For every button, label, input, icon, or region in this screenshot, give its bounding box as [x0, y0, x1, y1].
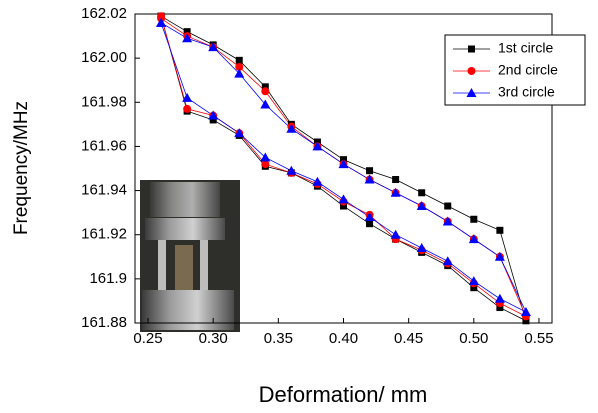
x-tick-label: 0.40 — [329, 330, 358, 347]
data-point — [183, 104, 192, 113]
data-point — [470, 215, 478, 223]
data-point — [260, 152, 271, 162]
legend-label: 3rd circle — [498, 84, 555, 100]
data-point — [312, 141, 323, 151]
x-tick-label: 0.25 — [133, 330, 162, 347]
data-point — [390, 187, 401, 197]
y-tick-label: 162.02 — [81, 5, 127, 22]
data-point — [235, 56, 243, 64]
data-point — [468, 234, 479, 244]
data-point — [156, 17, 167, 27]
data-point — [366, 220, 374, 228]
legend-marker — [468, 45, 475, 53]
y-tick-label: 161.9 — [89, 270, 127, 287]
x-tick-label: 0.30 — [199, 330, 228, 347]
data-point — [235, 62, 244, 71]
y-axis-title: Frequency/MHz — [11, 101, 32, 235]
data-point — [261, 83, 269, 91]
y-tick-label: 161.96 — [81, 137, 127, 154]
y-tick-label: 161.94 — [81, 182, 127, 199]
data-point — [364, 174, 375, 184]
data-point — [234, 128, 245, 138]
data-point — [470, 284, 478, 292]
data-point — [183, 28, 191, 36]
y-tick-label: 162.00 — [81, 49, 127, 66]
data-point — [442, 216, 453, 226]
y-tick-label: 161.92 — [81, 226, 127, 243]
data-point — [286, 123, 297, 133]
data-point — [338, 194, 349, 204]
data-point — [496, 304, 504, 312]
data-point — [208, 110, 219, 120]
x-tick-label: 0.55 — [524, 330, 553, 347]
data-point — [520, 306, 531, 316]
data-point — [209, 116, 217, 124]
data-point — [496, 226, 504, 234]
data-point — [182, 92, 193, 102]
legend-label: 1st circle — [498, 40, 553, 56]
data-point — [416, 242, 427, 252]
data-point — [418, 189, 426, 197]
y-tick-label: 161.98 — [81, 93, 127, 110]
x-tick-label: 0.45 — [394, 330, 423, 347]
data-point — [366, 167, 374, 175]
data-point — [234, 68, 245, 78]
inset-photo — [140, 180, 240, 332]
legend-marker — [466, 88, 477, 97]
data-point — [442, 256, 453, 266]
data-point — [208, 42, 219, 52]
legend-marker — [467, 67, 476, 75]
data-point — [494, 251, 505, 261]
data-point — [522, 317, 530, 325]
data-point — [182, 33, 193, 43]
y-tick-label: 161.88 — [81, 314, 127, 331]
data-point — [390, 229, 401, 239]
data-point — [261, 87, 270, 96]
data-point — [338, 159, 349, 169]
data-point — [312, 176, 323, 186]
data-point — [286, 165, 297, 175]
data-point — [260, 99, 271, 109]
x-tick-label: 0.50 — [459, 330, 488, 347]
data-point — [392, 176, 400, 184]
data-point — [468, 276, 479, 286]
x-axis-title: Deformation/ mm — [259, 382, 428, 407]
data-point — [416, 201, 427, 211]
data-point — [340, 202, 347, 210]
data-point — [444, 202, 452, 210]
data-point — [261, 160, 270, 169]
legend-label: 2nd circle — [498, 62, 558, 78]
data-point — [494, 293, 505, 303]
data-point — [364, 212, 375, 222]
x-tick-label: 0.35 — [264, 330, 293, 347]
